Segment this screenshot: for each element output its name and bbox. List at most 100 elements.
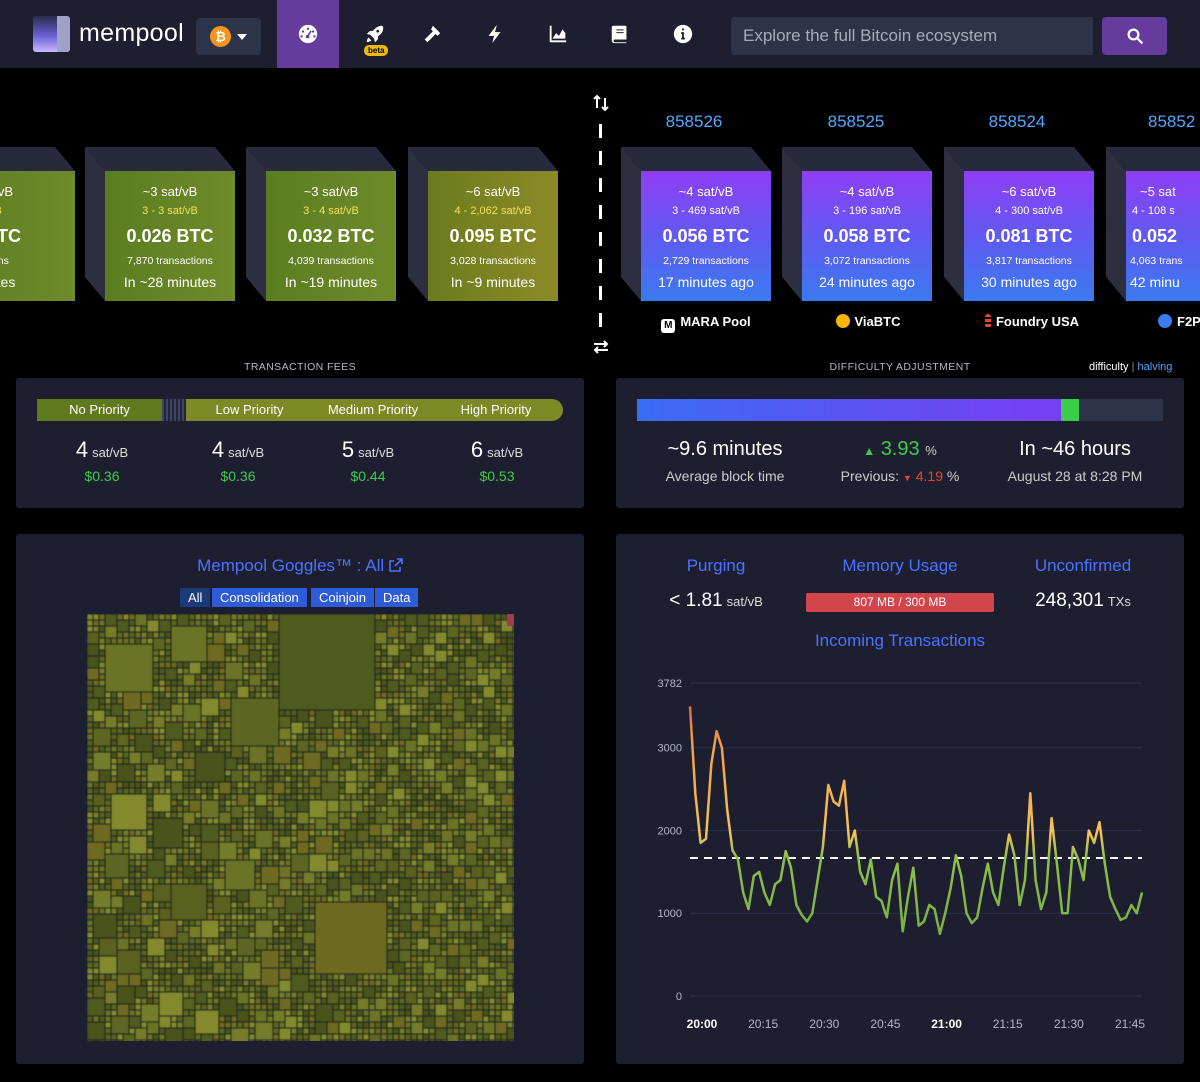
pool-name: F2P — [1177, 314, 1200, 329]
pending-block[interactable]: ~3 sat/vB 3 - 3 sat/vB 0.026 BTC 7,870 t… — [85, 147, 235, 301]
block-fee-range: 3 - 196 sat/vB — [833, 205, 901, 217]
pool-viabtc[interactable]: ViaBTC — [803, 314, 933, 329]
fee-usd: $0.53 — [479, 468, 515, 484]
block-fee-range: 4 - 300 sat/vB — [995, 205, 1063, 217]
goggles-title[interactable]: Mempool Goggles™ : All — [16, 556, 584, 576]
fee-usd: $0.44 — [350, 468, 386, 484]
memory-usage-bar: 807 MB / 300 MB — [806, 593, 994, 612]
block-height[interactable]: 85852 — [1148, 112, 1196, 131]
purging-label: Purging — [686, 556, 746, 575]
block-tx-count: 2,729 transactions — [663, 255, 749, 267]
info-icon — [673, 24, 693, 44]
difficulty-eta-date: August 28 at 8:28 PM — [1007, 468, 1143, 484]
swap-horizontal-icon[interactable] — [592, 338, 610, 356]
stats-panel — [616, 534, 1184, 1064]
low-priority-label: Low Priority — [215, 402, 284, 417]
mara-logo-icon: M — [661, 319, 676, 333]
mempool-block-visualization[interactable] — [87, 614, 514, 1041]
block-fee-range: 3 - 469 sat/vB — [672, 205, 740, 217]
no-priority-label: No Priority — [37, 399, 162, 421]
x-tick-label: 21:30 — [1054, 1017, 1084, 1031]
lightning-icon — [488, 24, 501, 44]
block-total-btc: 0.081 BTC — [985, 226, 1073, 246]
external-link-icon[interactable] — [389, 558, 403, 572]
mined-block[interactable]: ~5 sat 4 - 108 s 0.052 4,063 trans 42 mi… — [1106, 147, 1200, 301]
unconfirmed-label: Unconfirmed — [1034, 556, 1132, 575]
avg-block-time-label: Average block time — [665, 468, 785, 484]
mined-block[interactable]: ~4 sat/vB 3 - 196 sat/vB 0.058 BTC 3,072… — [782, 147, 932, 301]
block-total-btc: 0.052 — [1132, 226, 1178, 246]
pool-mara[interactable]: M MARA Pool — [641, 314, 771, 333]
goggles-filter-all[interactable]: All — [180, 588, 211, 607]
pending-block[interactable]: ~6 sat/vB 4 - 2,062 sat/vB 0.095 BTC 3,0… — [408, 147, 558, 301]
pool-name: Foundry USA — [995, 314, 1080, 329]
book-icon — [611, 25, 627, 44]
difficulty-change: ▲ 3.93 % — [863, 438, 937, 460]
goggles-filter-coinjoin[interactable]: Coinjoin — [311, 588, 374, 607]
toggle-halving[interactable]: halving — [1137, 361, 1173, 373]
rocket-icon — [366, 25, 384, 43]
nav-docs[interactable] — [589, 0, 651, 68]
block-time-ago: 24 minutes ago — [819, 274, 915, 290]
nav-about[interactable] — [652, 0, 714, 68]
block-fee-range: 3 - 4 sat/vB — [303, 205, 359, 217]
y-tick-label: 2000 — [658, 825, 682, 837]
block-total-btc: 0.026 BTC — [126, 226, 214, 246]
incoming-transactions-chart[interactable]: 0 1000 2000 3000 3782 20:00 20:15 20:30 20:45 21:… — [640, 660, 1160, 1040]
foundry-logo-icon — [984, 314, 991, 328]
y-tick-label: 3782 — [658, 678, 682, 690]
block-eta: In ~28 minutes — [123, 274, 217, 290]
block-total-btc: 26 BTC — [0, 226, 21, 246]
nav-accelerator[interactable]: beta — [344, 0, 406, 68]
block-tx-count: 4,063 trans — [1130, 255, 1183, 267]
block-time-ago: 17 minutes ago — [658, 274, 754, 290]
difficulty-title: DIFFICULTY ADJUSTMENT — [829, 361, 971, 373]
search-button[interactable] — [1102, 17, 1167, 55]
avg-block-time: ~9.6 minutes — [667, 438, 783, 460]
pending-block[interactable]: sat/vB 3 sat/vB 26 BTC ransactions 3 min… — [0, 147, 75, 301]
nav-lightning[interactable] — [464, 0, 526, 68]
goggles-filter-data[interactable]: Data — [375, 588, 419, 607]
pool-name: MARA Pool — [680, 314, 751, 329]
x-tick-label: 20:30 — [809, 1017, 839, 1031]
block-height[interactable]: 858524 — [988, 112, 1046, 131]
block-median-fee: ~6 sat/vB — [1001, 184, 1057, 199]
nav-mining[interactable] — [401, 0, 463, 68]
high-priority-label: High Priority — [460, 402, 532, 417]
search-icon — [1127, 28, 1143, 44]
logo-text[interactable]: mempool — [79, 19, 184, 47]
network-selector[interactable]: ₿ — [196, 18, 261, 55]
viabtc-logo-icon — [835, 314, 850, 328]
goggles-filter-consolidation[interactable]: Consolidation — [212, 588, 307, 607]
block-total-btc: 0.032 BTC — [287, 226, 375, 246]
block-median-fee: ~3 sat/vB — [303, 184, 359, 199]
swap-vertical-icon[interactable] — [592, 94, 610, 112]
nav-dashboard[interactable] — [277, 0, 339, 68]
block-height[interactable]: 858526 — [665, 112, 723, 131]
block-eta: 3 minutes — [0, 274, 16, 290]
mined-block[interactable]: ~6 sat/vB 4 - 300 sat/vB 0.081 BTC 3,817… — [944, 147, 1094, 301]
beta-badge: beta — [364, 45, 389, 56]
difficulty-eta: In ~46 hours — [1019, 438, 1131, 460]
toggle-difficulty[interactable]: difficulty — [1089, 361, 1129, 373]
pending-block[interactable]: ~3 sat/vB 3 - 4 sat/vB 0.032 BTC 4,039 t… — [246, 147, 396, 301]
block-height[interactable]: 858525 — [827, 112, 885, 131]
block-eta: In ~19 minutes — [284, 274, 378, 290]
block-tx-count: 3,028 transactions — [450, 255, 536, 267]
block-eta: In ~9 minutes — [450, 274, 536, 290]
pool-f2pool[interactable]: F2P — [1158, 314, 1200, 329]
fee-usd: $0.36 — [84, 468, 120, 484]
pool-foundry[interactable]: Foundry USA — [967, 314, 1097, 329]
mempool-logo-icon[interactable] — [33, 16, 70, 52]
block-median-fee: ~4 sat/vB — [839, 184, 895, 199]
block-total-btc: 0.058 BTC — [823, 226, 911, 246]
search-input[interactable] — [731, 17, 1093, 55]
nav-graphs[interactable] — [527, 0, 589, 68]
block-fee-range: 4 - 2,062 sat/vB — [454, 205, 532, 217]
x-tick-label: 20:15 — [748, 1017, 778, 1031]
navbar: mempool ₿ beta — [0, 0, 1200, 68]
block-median-fee: ~6 sat/vB — [465, 184, 521, 199]
x-tick-label: 21:15 — [993, 1017, 1023, 1031]
hammer-icon — [424, 25, 441, 43]
mined-block[interactable]: ~4 sat/vB 3 - 469 sat/vB 0.056 BTC 2,729… — [621, 147, 771, 301]
